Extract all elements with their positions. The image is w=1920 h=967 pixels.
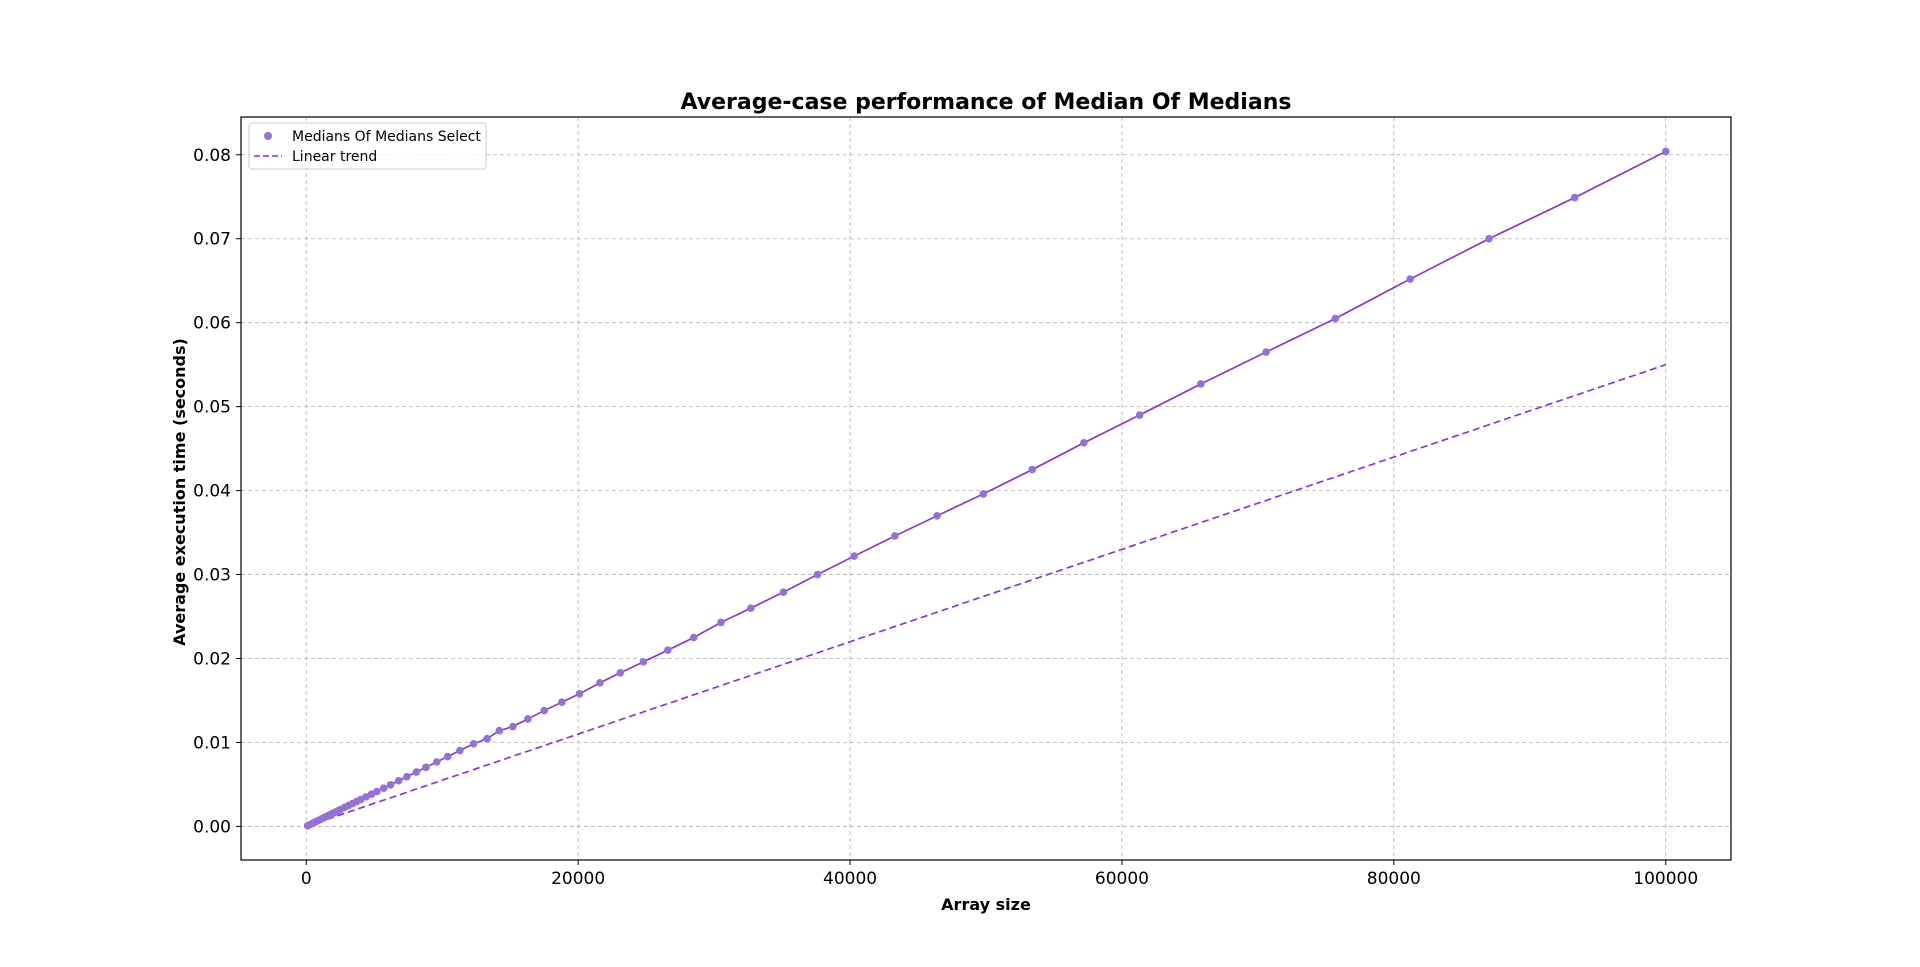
medians-data-point <box>1661 147 1670 156</box>
medians-data-point <box>1570 193 1579 202</box>
x-tick-label: 40000 <box>823 869 877 889</box>
x-axis-label: Array size <box>941 895 1031 914</box>
medians-data-point <box>558 698 566 706</box>
medians-data-point <box>1028 465 1037 474</box>
medians-data-point <box>379 784 388 792</box>
y-tick-label: 0.03 <box>193 566 231 586</box>
medians-data-point <box>717 618 725 627</box>
medians-data-point <box>979 490 988 498</box>
medians-data-point <box>813 570 822 579</box>
legend-label-linear-trend: Linear trend <box>292 149 377 165</box>
x-tick-label: 0 <box>301 869 312 889</box>
x-tick-label: 60000 <box>1095 869 1149 889</box>
medians-data-point <box>373 787 381 796</box>
y-tick-label: 0.04 <box>193 482 231 502</box>
medians-data-point <box>469 740 478 748</box>
medians-data-point <box>1262 348 1270 356</box>
x-tick-label: 20000 <box>551 869 605 889</box>
y-tick-label: 0.07 <box>193 230 231 250</box>
legend-label-medians: Medians Of Medians Select <box>292 129 481 145</box>
medians-data-point <box>689 633 698 642</box>
medians-data-point <box>394 776 403 785</box>
medians-data-point <box>483 734 491 743</box>
medians-data-point <box>422 763 430 772</box>
medians-data-point <box>1080 438 1088 447</box>
medians-data-point <box>1485 234 1493 243</box>
y-tick-label: 0.06 <box>193 314 231 334</box>
medians-data-point <box>616 668 625 677</box>
legend: Medians Of Medians Select Linear trend <box>248 122 487 170</box>
chart-title: Average-case performance of Median Of Me… <box>681 90 1292 115</box>
legend-box <box>248 122 487 170</box>
medians-data-point <box>664 646 672 654</box>
medians-data-point <box>1331 314 1340 323</box>
legend-marker-medians <box>264 132 272 140</box>
medians-data-point <box>456 746 464 755</box>
plot-area-frame <box>240 116 1732 861</box>
y-tick-label: 0.01 <box>193 733 231 753</box>
y-tick-label: 0.02 <box>193 650 231 670</box>
y-tick-label: 0.00 <box>193 817 231 837</box>
x-tick-label: 100000 <box>1633 869 1698 889</box>
medians-data-point <box>432 758 441 766</box>
x-axis-ticks: 0 20000 40000 60000 80000 100000 <box>301 860 1698 889</box>
x-tick-label: 80000 <box>1367 869 1421 889</box>
plot-series <box>303 147 1670 830</box>
medians-data-point <box>1196 380 1205 388</box>
medians-data-point <box>509 722 517 731</box>
medians-data-point <box>850 552 858 560</box>
medians-data-point <box>386 780 395 789</box>
medians-data-point <box>524 715 532 723</box>
medians-data-point <box>495 726 504 735</box>
y-tick-label: 0.05 <box>193 398 231 418</box>
medians-data-point <box>403 772 411 781</box>
medians-data-point <box>747 604 755 612</box>
medians-data-point <box>540 706 548 715</box>
y-tick-label: 0.08 <box>193 146 231 166</box>
y-axis-ticks: 0.00 0.01 0.02 0.03 0.04 0.05 0.06 0.07 0.08 <box>193 146 241 837</box>
medians-data-point <box>412 768 421 776</box>
grid-lines <box>241 117 1731 860</box>
medians-data-point <box>575 689 584 698</box>
medians-data-point <box>1406 275 1414 283</box>
medians-data-point <box>891 532 899 540</box>
linear-trend-line <box>305 363 1667 828</box>
medians-data-point <box>933 511 941 520</box>
medians-data-point <box>596 679 604 687</box>
medians-data-point <box>443 752 452 761</box>
medians-data-point <box>779 588 788 596</box>
medians-data-point <box>1135 411 1144 419</box>
y-axis-label: Average execution time (seconds) <box>170 338 189 646</box>
medians-data-point <box>639 658 648 666</box>
